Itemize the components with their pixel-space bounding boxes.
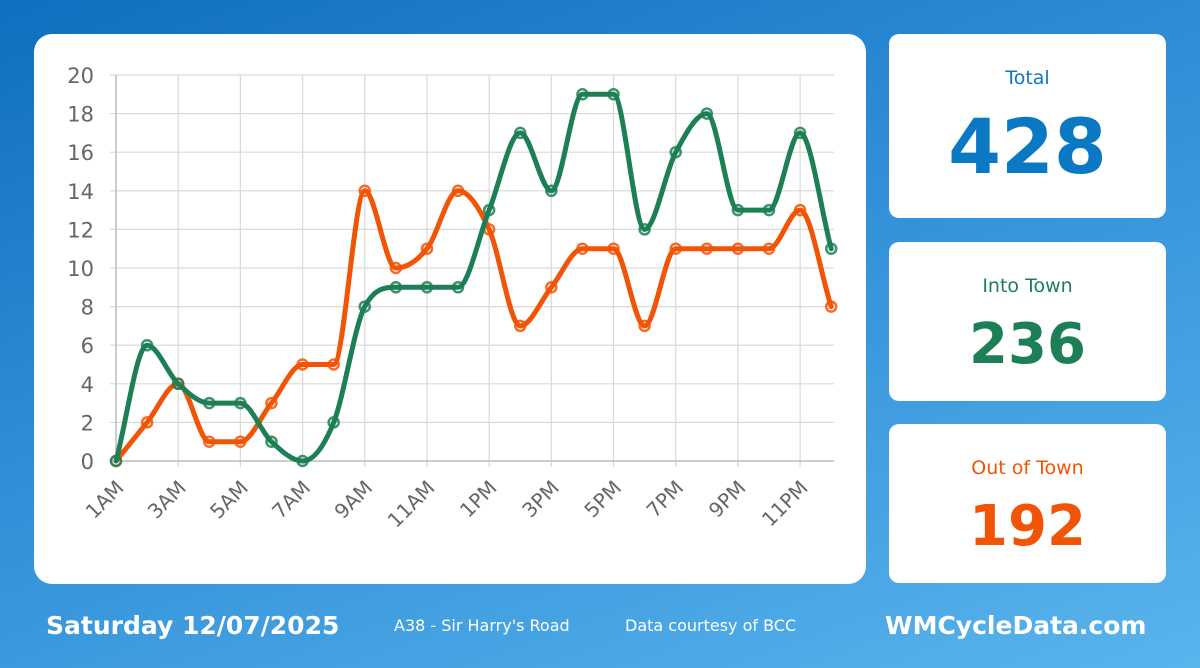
- data-point: [669, 242, 682, 255]
- data-point: [140, 416, 154, 429]
- data-point: [576, 242, 589, 255]
- data-point: [265, 435, 278, 448]
- x-tick-label: 9PM: [704, 476, 751, 523]
- footer-location: A38 - Sir Harry's Road: [394, 616, 570, 635]
- x-tick-label: 1AM: [81, 476, 129, 524]
- y-tick-label: 4: [81, 373, 94, 397]
- hourly-cycle-count-chart: 0 2 4 6 8 10 12 14 16 18 20 1AM 3AM 5AM 7AM 9AM 11AM 1PM 3…: [67, 64, 838, 533]
- data-point: [327, 416, 340, 429]
- data-point: [420, 281, 434, 294]
- out-of-town-card: Out of Town 192: [889, 424, 1166, 583]
- data-point: [389, 281, 403, 294]
- x-tick-label: 7AM: [267, 476, 315, 524]
- data-point: [296, 358, 309, 371]
- data-point: [451, 184, 465, 198]
- data-point: [793, 126, 807, 140]
- data-point: [482, 203, 496, 217]
- y-tick-label: 6: [81, 334, 94, 358]
- data-point: [358, 184, 372, 198]
- data-point: [171, 377, 185, 391]
- data-point: [576, 88, 589, 101]
- footer-date: Saturday 12/07/2025: [46, 611, 340, 640]
- x-tick-label: 5PM: [579, 476, 626, 523]
- total-label: Total: [1005, 67, 1050, 89]
- into-town-card: Into Town 236: [889, 242, 1166, 401]
- data-point: [358, 300, 372, 313]
- total-card: Total 428: [889, 34, 1166, 218]
- x-tick-label: 1PM: [455, 476, 502, 523]
- x-tick-label: 11PM: [757, 476, 813, 532]
- x-tick-label: 5AM: [205, 476, 253, 524]
- out-of-town-label: Out of Town: [971, 457, 1084, 479]
- data-point: [545, 281, 558, 294]
- data-point: [607, 88, 620, 101]
- data-point: [545, 184, 558, 198]
- data-point: [824, 242, 838, 255]
- y-tick-label: 18: [67, 103, 94, 127]
- data-point: [203, 435, 216, 448]
- y-tick-label: 20: [67, 64, 94, 88]
- data-point: [203, 396, 216, 410]
- x-tick-label: 9AM: [329, 476, 377, 524]
- y-tick-label: 0: [81, 450, 94, 474]
- data-point: [451, 281, 465, 294]
- data-point: [513, 126, 527, 140]
- data-point: [607, 242, 620, 255]
- y-tick-label: 2: [81, 411, 94, 435]
- data-point: [638, 319, 651, 333]
- data-point: [389, 261, 403, 275]
- x-tick-label: 3AM: [143, 476, 191, 524]
- chart-card: 0 2 4 6 8 10 12 14 16 18 20 1AM 3AM 5AM 7AM 9AM 11AM 1PM 3…: [34, 34, 866, 584]
- data-point: [700, 242, 714, 255]
- data-point: [638, 223, 651, 236]
- data-point: [234, 396, 247, 410]
- y-tick-label: 10: [67, 257, 94, 281]
- y-tick-label: 14: [67, 180, 94, 204]
- x-tick-label: 7PM: [642, 476, 689, 523]
- data-point: [109, 454, 123, 468]
- data-point: [669, 145, 682, 159]
- data-point: [513, 319, 527, 333]
- data-point: [762, 242, 776, 255]
- data-point: [420, 242, 434, 255]
- y-tick-label: 8: [81, 296, 94, 320]
- footer-credit: Data courtesy of BCC: [625, 616, 797, 635]
- footer-site: WMCycleData.com: [885, 611, 1147, 640]
- data-point: [793, 203, 807, 217]
- into-town-value: 236: [969, 312, 1086, 377]
- data-point: [265, 396, 278, 410]
- y-tick-label: 16: [67, 141, 94, 165]
- into-town-label: Into Town: [982, 275, 1073, 297]
- total-value: 428: [948, 102, 1107, 191]
- data-point: [296, 454, 309, 468]
- data-point: [731, 203, 745, 217]
- data-point: [700, 107, 714, 120]
- y-tick-label: 12: [67, 218, 94, 242]
- data-point: [762, 203, 776, 217]
- out-of-town-value: 192: [969, 494, 1086, 559]
- data-point: [824, 300, 838, 313]
- series-line-0: [113, 91, 834, 464]
- series-line-1: [113, 188, 834, 464]
- x-tick-label: 11AM: [383, 476, 440, 533]
- data-point: [140, 338, 154, 352]
- data-point: [234, 435, 247, 448]
- x-tick-label: 3PM: [517, 476, 564, 523]
- data-point: [731, 242, 745, 255]
- data-point: [327, 358, 340, 371]
